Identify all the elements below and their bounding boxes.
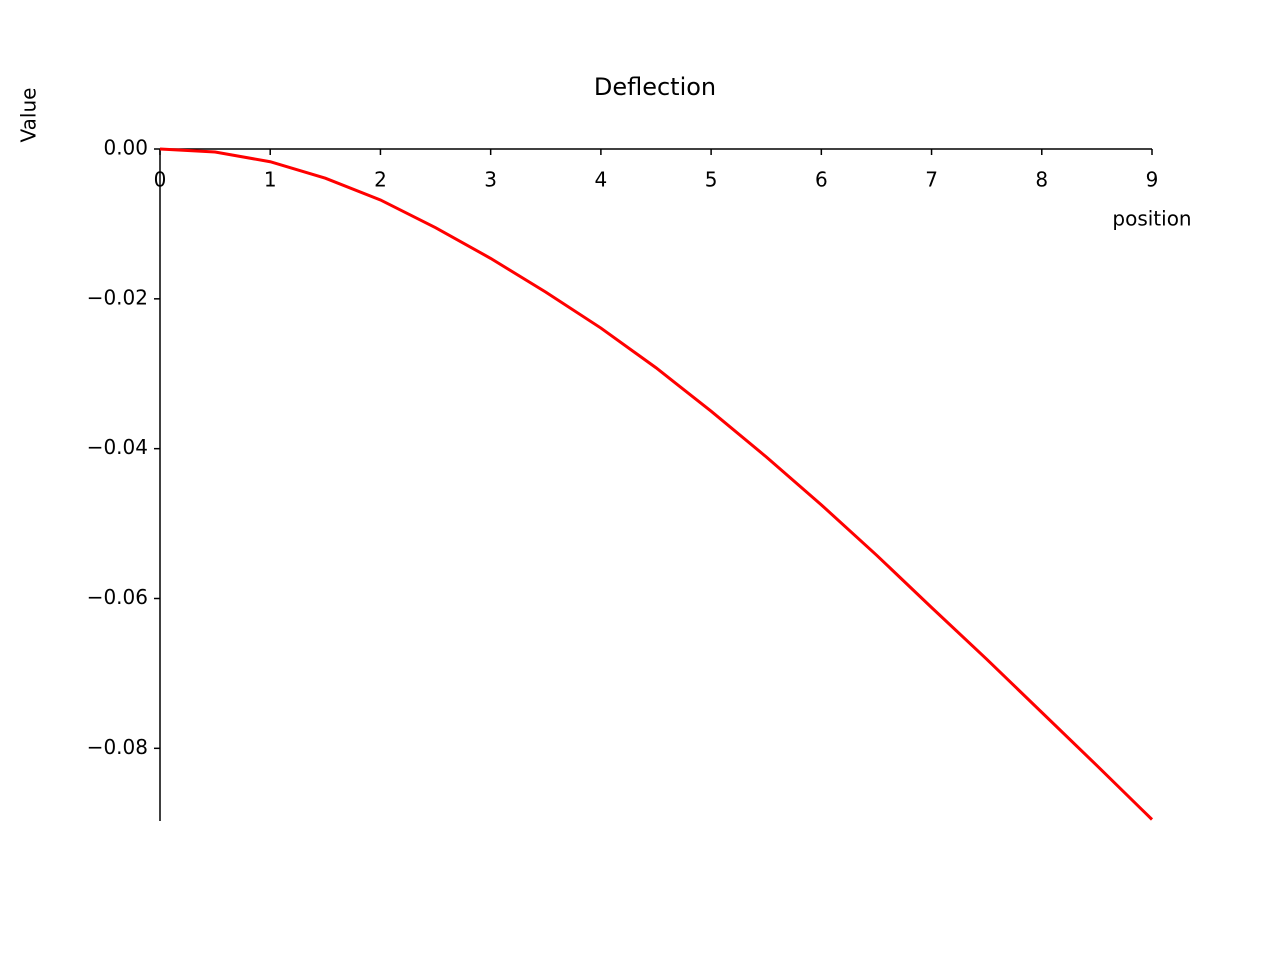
- y-tick-label: −0.04: [87, 435, 148, 459]
- y-axis-label: Value: [17, 88, 41, 143]
- x-tick-label: 1: [264, 168, 277, 192]
- x-tick-label: 3: [484, 168, 497, 192]
- x-tick-label: 8: [1035, 168, 1048, 192]
- y-tick-label: −0.08: [87, 735, 148, 759]
- data-line: [159, 147, 1154, 821]
- y-tick-label: −0.06: [87, 585, 148, 609]
- x-tick-label: 4: [595, 168, 608, 192]
- x-tick-label: 0: [154, 168, 167, 192]
- x-tick-label: 2: [374, 168, 387, 192]
- x-tick-label: 6: [815, 168, 828, 192]
- x-axis-label: position: [1112, 207, 1191, 231]
- y-tick-label: 0.00: [103, 136, 148, 160]
- y-tick-label: −0.02: [87, 285, 148, 309]
- x-tick-label: 9: [1146, 168, 1159, 192]
- x-tick-label: 7: [925, 168, 938, 192]
- chart-title: Deflection: [594, 73, 716, 101]
- x-tick-label: 5: [705, 168, 718, 192]
